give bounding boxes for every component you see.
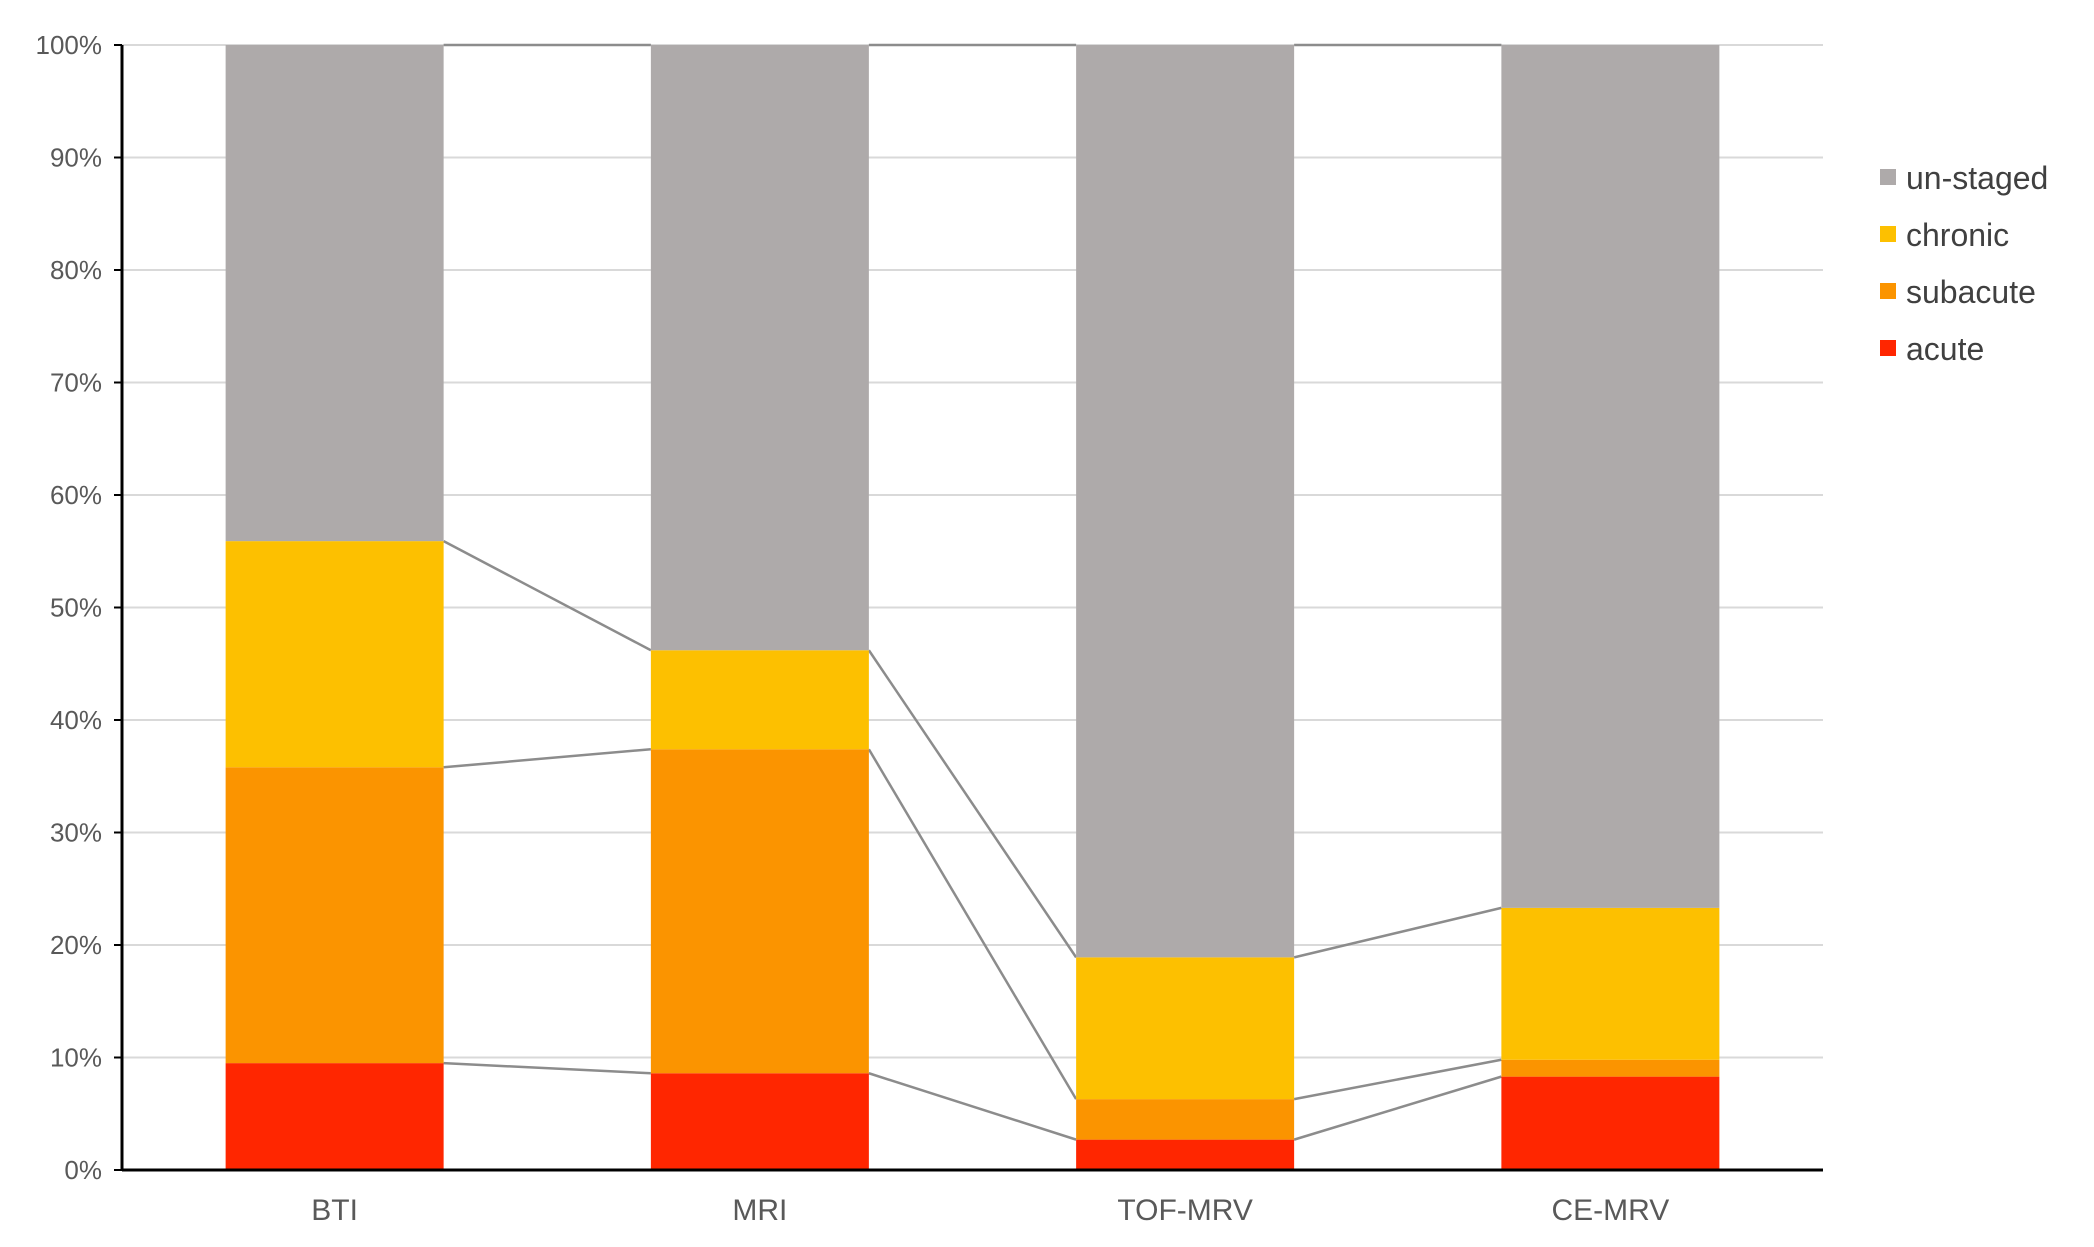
bar-segment-acute <box>650 1073 869 1170</box>
bars <box>225 45 1720 1170</box>
bar-segment-subacute <box>1501 1059 1720 1077</box>
bar-segment-un-staged <box>1501 45 1720 908</box>
y-tick-label: 50% <box>50 593 102 623</box>
y-tick-label: 30% <box>50 818 102 848</box>
y-tick-label: 40% <box>50 705 102 735</box>
legend-swatch-acute <box>1880 340 1896 356</box>
bar-segment-un-staged <box>1076 45 1295 958</box>
series-connector-line <box>867 649 1078 959</box>
bar-segment-chronic <box>1501 907 1720 1060</box>
legend-swatch-subacute <box>1880 283 1896 299</box>
axes <box>114 44 1823 1172</box>
legend: un-staged chronic subacute acute <box>1880 160 2048 367</box>
bar-segment-subacute <box>1076 1099 1295 1140</box>
series-connector-line <box>1293 1075 1502 1141</box>
bar-segment-acute <box>1076 1139 1295 1170</box>
x-axis-category-labels: BTI MRI TOF-MRV CE-MRV <box>311 1194 1669 1227</box>
series-connector-line <box>1293 1058 1502 1101</box>
bar-segment-subacute <box>225 767 444 1064</box>
x-category-label: CE-MRV <box>1551 1194 1669 1227</box>
y-tick-label: 10% <box>50 1043 102 1073</box>
y-tick-label: 60% <box>50 480 102 510</box>
series-connector-line <box>443 1061 651 1075</box>
legend-swatch-chronic <box>1880 226 1896 242</box>
x-category-label: MRI <box>732 1194 787 1227</box>
bar-segment-un-staged <box>650 45 869 651</box>
series-connector-line <box>1293 906 1502 959</box>
y-tick-label: 80% <box>50 255 102 285</box>
bar-segment-un-staged <box>225 45 444 542</box>
series-connector-line <box>868 1072 1077 1141</box>
y-tick-label: 100% <box>36 30 103 60</box>
y-tick-label: 70% <box>50 368 102 398</box>
y-tick-label: 20% <box>50 930 102 960</box>
bar-segment-acute <box>1501 1076 1720 1170</box>
x-category-label: BTI <box>311 1194 358 1227</box>
y-axis-tick-labels: 0% 10% 20% 30% 40% 50% 60% 70% 80% 90% 100% <box>36 30 103 1185</box>
bar-segment-chronic <box>225 541 444 768</box>
series-connector-line <box>443 540 652 652</box>
legend-label-un-staged: un-staged <box>1906 160 2048 196</box>
bar-segment-chronic <box>1076 957 1295 1100</box>
y-tick-label: 0% <box>64 1155 102 1185</box>
series-connector-line <box>443 748 651 769</box>
x-category-label: TOF-MRV <box>1117 1194 1253 1227</box>
series-connector-line <box>867 748 1078 1100</box>
y-tick-label: 90% <box>50 143 102 173</box>
legend-swatch-un-staged <box>1880 169 1896 185</box>
bar-segment-chronic <box>650 650 869 750</box>
bar-segment-subacute <box>650 749 869 1074</box>
legend-label-subacute: subacute <box>1906 274 2036 310</box>
series-connector-lines <box>443 43 1502 1141</box>
legend-label-chronic: chronic <box>1906 217 2009 253</box>
legend-label-acute: acute <box>1906 331 1984 367</box>
bar-segment-acute <box>225 1063 444 1170</box>
